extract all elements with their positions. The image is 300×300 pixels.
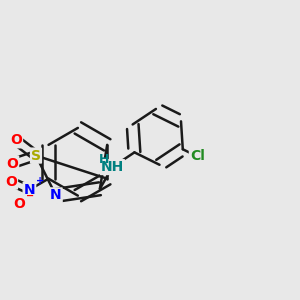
- Text: O: O: [13, 197, 25, 211]
- Text: O: O: [5, 175, 17, 189]
- Text: +: +: [36, 176, 44, 186]
- Text: O: O: [6, 157, 18, 171]
- Text: S: S: [31, 148, 41, 163]
- Text: H: H: [98, 153, 109, 166]
- Text: Cl: Cl: [190, 149, 205, 164]
- Text: −: −: [26, 191, 34, 201]
- Text: N: N: [50, 188, 62, 203]
- Text: O: O: [10, 133, 22, 147]
- Text: N: N: [24, 183, 35, 197]
- Text: NH: NH: [101, 160, 124, 174]
